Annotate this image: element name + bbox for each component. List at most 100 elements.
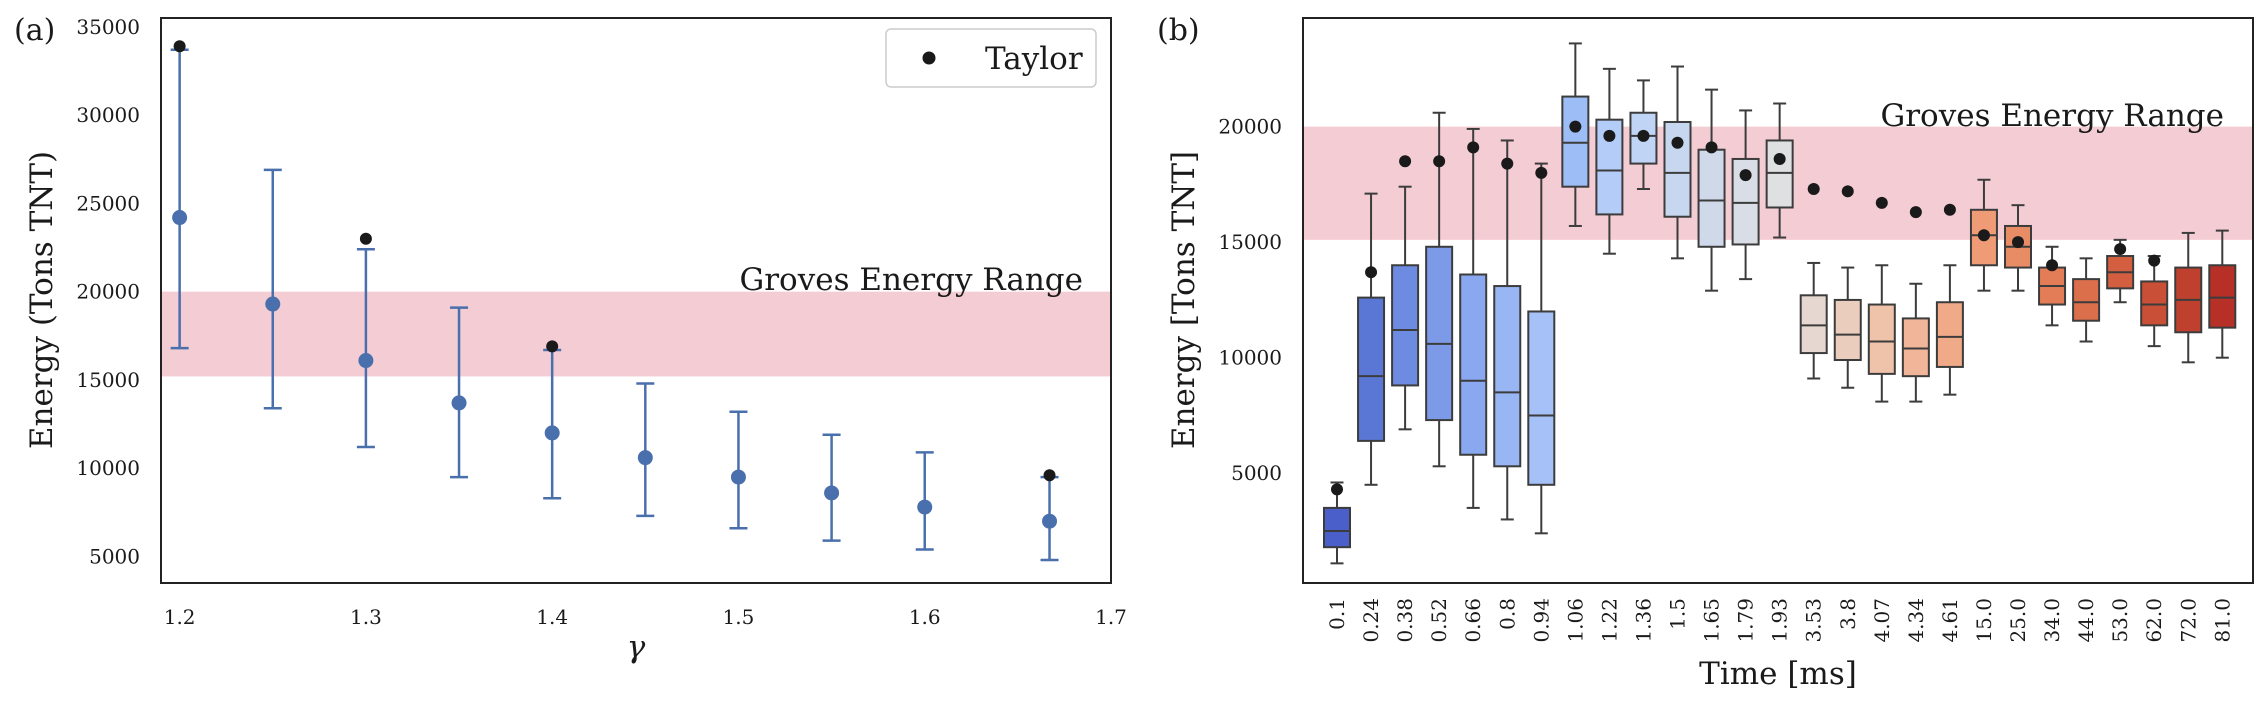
y-tick-label: 20000	[76, 280, 140, 304]
box	[2140, 280, 2169, 327]
taylor-point	[359, 232, 372, 245]
x-tick-label: 4.61	[1938, 598, 1962, 643]
y-tick-label: 30000	[76, 103, 140, 127]
box	[1493, 285, 1522, 468]
y-tick-label: 25000	[76, 191, 140, 215]
taylor-point	[1331, 483, 1343, 496]
x-tick-label: 1.2	[164, 605, 196, 629]
panel-a-y-axis-label: Energy (Tons TNT)	[24, 151, 60, 449]
panel-b-x-axis-label: Time [ms]	[1699, 656, 1857, 692]
panel-b-y-axis-label: Energy [Tons TNT]	[1166, 151, 1202, 449]
x-tick-label: 25.0	[2006, 598, 2030, 643]
legend-taylor-label: Taylor	[985, 41, 1083, 77]
panel-a-groves-band-label: Groves Energy Range	[739, 262, 1083, 298]
taylor-point	[1943, 203, 1956, 216]
x-tick-label: 0.1	[1325, 598, 1349, 630]
box	[1391, 264, 1420, 387]
y-tick-label: 15000	[76, 368, 140, 392]
panel-a-energy-vs-gamma: (a) Groves Energy Range 1.2 1.3 1.4 1.5 1.6 1…	[14, 13, 1127, 665]
x-tick-label: 0.38	[1393, 598, 1417, 643]
box	[1425, 245, 1454, 422]
box	[1799, 294, 1828, 355]
x-tick-label: 0.8	[1495, 598, 1519, 630]
box	[1901, 317, 1930, 378]
x-tick-label: 4.07	[1870, 598, 1894, 643]
taylor-point	[546, 340, 559, 353]
data-point	[265, 296, 281, 312]
data-point	[172, 210, 188, 226]
taylor-point	[1433, 155, 1446, 168]
panel-b-groves-band-label: Groves Energy Range	[1880, 98, 2224, 134]
taylor-point	[1043, 469, 1056, 482]
x-tick-label: 1.65	[1700, 598, 1724, 643]
box	[1867, 303, 1896, 375]
x-tick-label: 44.0	[2074, 598, 2098, 643]
taylor-point	[2114, 243, 2127, 256]
panel-a-frame	[160, 17, 1112, 584]
x-tick-label: 1.7	[1095, 605, 1127, 629]
panel-b-frame	[1302, 17, 2254, 584]
taylor-point	[173, 40, 186, 53]
x-tick-label: 0.52	[1427, 598, 1451, 643]
taylor-point	[2148, 254, 2161, 267]
x-tick-label: 1.4	[536, 605, 568, 629]
taylor-point	[1501, 157, 1514, 170]
box	[2208, 264, 2237, 329]
x-tick-label: 62.0	[2142, 598, 2166, 643]
box	[1357, 296, 1386, 442]
taylor-point	[1977, 229, 1990, 242]
taylor-point	[1603, 129, 1616, 142]
data-point	[1042, 513, 1058, 529]
y-tick-label: 10000	[76, 456, 140, 480]
x-tick-label: 0.66	[1461, 598, 1485, 643]
y-tick-label: 20000	[1218, 115, 1282, 139]
taylor-point	[1569, 120, 1582, 133]
panel-a-y-ticks: 5000 10000 15000 20000 25000 30000 35000	[76, 15, 140, 569]
taylor-point	[1535, 166, 1548, 179]
x-tick-label: 1.6	[909, 605, 941, 629]
taylor-point	[1399, 155, 1412, 168]
data-point	[824, 485, 840, 501]
taylor-point	[1671, 136, 1684, 149]
data-point	[637, 450, 653, 466]
taylor-point	[1637, 129, 1650, 142]
taylor-point	[1365, 266, 1378, 279]
data-point	[917, 499, 933, 515]
x-tick-label: 1.5	[723, 605, 755, 629]
taylor-point	[1909, 206, 1922, 219]
y-tick-label: 5000	[1231, 461, 1282, 485]
box	[1833, 298, 1862, 362]
taylor-point	[1807, 183, 1820, 196]
panel-b-energy-vs-time: (b) Groves Energy Range 5000 10000 15000 20…	[1157, 13, 2254, 692]
panel-b-x-ticks: 0.1 0.24 0.38 0.52 0.66 0.8 0.94 1.06 1.22 1.36 1.…	[1325, 598, 2234, 643]
x-tick-label: 15.0	[1972, 598, 1996, 643]
box	[2072, 278, 2101, 322]
y-tick-label: 10000	[1218, 346, 1282, 370]
x-tick-label: 34.0	[2040, 598, 2064, 643]
taylor-point	[1773, 152, 1786, 165]
x-tick-label: 1.93	[1768, 598, 1792, 643]
box	[1323, 506, 1351, 549]
x-tick-label: 0.94	[1529, 598, 1553, 643]
x-tick-label: 3.53	[1802, 598, 1826, 643]
taylor-point	[1875, 196, 1888, 209]
box	[1935, 301, 1964, 368]
y-tick-label: 35000	[76, 15, 140, 39]
data-point	[358, 353, 374, 369]
legend-taylor-marker	[922, 51, 936, 65]
taylor-point	[1841, 185, 1854, 198]
panel-b-y-ticks: 5000 10000 15000 20000	[1218, 115, 1282, 486]
box	[1629, 111, 1658, 165]
taylor-point	[1467, 141, 1480, 154]
x-tick-label: 1.5	[1666, 598, 1690, 630]
panel-a-x-axis-label: γ	[627, 629, 646, 665]
y-tick-label: 15000	[1218, 230, 1282, 254]
y-tick-label: 5000	[89, 545, 140, 569]
box	[1697, 148, 1726, 248]
box	[1561, 95, 1590, 188]
x-tick-label: 3.8	[1836, 598, 1860, 630]
legend-box	[885, 28, 1097, 88]
x-tick-label: 4.34	[1904, 598, 1928, 643]
panel-a-x-ticks: 1.2 1.3 1.4 1.5 1.6 1.7	[164, 605, 1127, 629]
